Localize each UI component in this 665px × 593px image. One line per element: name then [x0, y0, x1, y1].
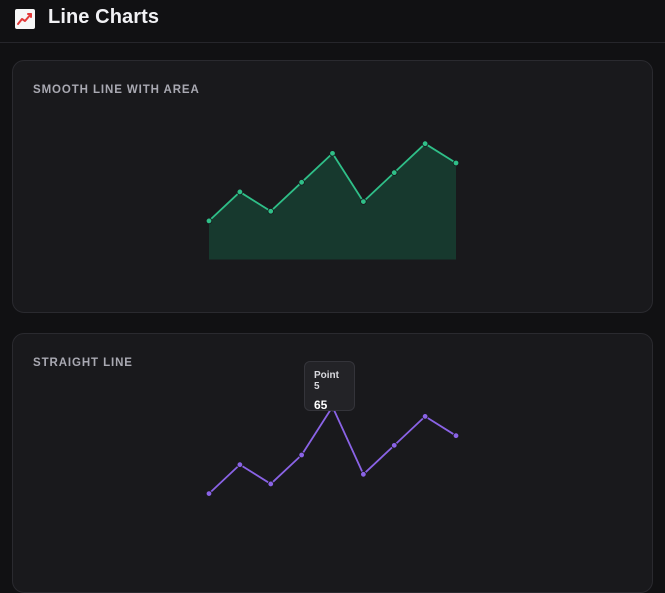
data-point: [360, 198, 367, 205]
data-point: [421, 140, 429, 147]
tooltip-label: Point 5: [314, 370, 339, 392]
data-point: [329, 150, 336, 157]
tooltip-value: 65: [314, 398, 328, 412]
data-point: [452, 432, 460, 439]
data-point: [391, 442, 398, 449]
chart-increasing-icon: [15, 9, 35, 29]
data-point: [452, 159, 460, 167]
data-point: [391, 169, 398, 176]
data-point: [267, 208, 274, 215]
data-point: [298, 179, 305, 186]
straight-line-card-title: STRAIGHT LINE: [33, 357, 133, 369]
data-point: [421, 413, 429, 420]
data-point: [360, 471, 367, 478]
data-point: [298, 451, 305, 459]
area-fill: [209, 143, 456, 260]
data-point: [205, 490, 213, 497]
charts-layer: 65: [205, 140, 460, 497]
data-point: [267, 480, 274, 488]
data-point: [236, 461, 244, 468]
smooth-line-card-title: SMOOTH LINE WITH AREA: [33, 84, 200, 96]
data-point: [205, 217, 213, 225]
straight-line-series: [208, 405, 457, 495]
page-title: Line Charts: [48, 6, 160, 28]
header: Line Charts: [0, 0, 665, 43]
point-tooltip: Point 5 65: [304, 361, 355, 412]
data-point: [236, 188, 244, 196]
